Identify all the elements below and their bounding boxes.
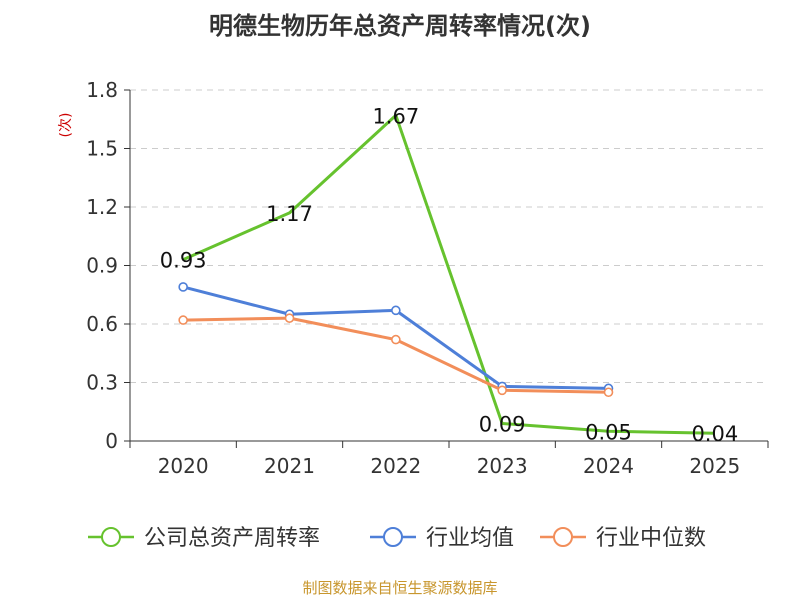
x-tick-label: 2025 xyxy=(689,454,740,478)
x-tick-label: 2020 xyxy=(158,454,209,478)
data-point xyxy=(497,385,507,396)
data-point xyxy=(391,305,401,316)
series-1 xyxy=(182,113,715,435)
legend-item-3: 行业中位数 xyxy=(540,526,706,551)
data-label: 0.09 xyxy=(479,412,526,436)
x-tick-label: 2022 xyxy=(370,454,421,478)
data-label: 0.93 xyxy=(160,249,207,273)
data-label: 0.05 xyxy=(585,420,632,444)
legend-marker xyxy=(553,527,573,547)
y-axis-label: (次) xyxy=(58,113,74,138)
x-tick-label: 2024 xyxy=(583,454,634,478)
legend-marker xyxy=(101,527,121,547)
data-label: 0.04 xyxy=(691,422,738,446)
series-3 xyxy=(178,313,614,398)
y-tick-label: 1.2 xyxy=(86,195,118,219)
series-layer xyxy=(178,113,715,435)
data-point xyxy=(391,334,401,345)
legend-label: 行业中位数 xyxy=(596,526,706,551)
y-tick-label: 0.3 xyxy=(86,371,118,395)
data-point xyxy=(284,313,295,323)
chart-title: 明德生物历年总资产周转率情况(次) xyxy=(209,12,591,40)
source-note: 制图数据来自恒生聚源数据库 xyxy=(302,579,497,597)
series-line xyxy=(183,316,609,394)
data-label: 1.67 xyxy=(372,104,419,128)
legend-label: 公司总资产周转率 xyxy=(144,526,320,551)
data-label: 1.17 xyxy=(266,202,313,226)
y-tick-label: 0.9 xyxy=(86,254,118,278)
series-line xyxy=(182,113,715,435)
legend: 公司总资产周转率 行业均值 行业中位数 xyxy=(88,526,706,551)
y-tick-label: 0.6 xyxy=(86,312,118,336)
legend-marker xyxy=(383,527,403,547)
grid-layer xyxy=(130,89,768,383)
legend-item-2: 行业均值 xyxy=(370,526,514,551)
legend-item-1: 公司总资产周转率 xyxy=(88,526,320,551)
data-point xyxy=(178,282,188,292)
y-tick-label: 1.5 xyxy=(86,137,118,161)
x-tick-label: 2021 xyxy=(264,454,315,478)
x-tick-label: 2023 xyxy=(477,454,528,478)
data-label-layer: 0.93 1.17 1.67 0.09 0.05 0.04 xyxy=(160,104,738,446)
data-point xyxy=(603,387,614,398)
y-tick-label: 0 xyxy=(105,429,118,453)
legend-label: 行业均值 xyxy=(426,526,514,551)
y-tick-label: 1.8 xyxy=(86,78,118,102)
axis-layer: 0 0.3 0.6 0.9 1.2 1.5 1.8 2020 2021 2022 2023 2024 2… xyxy=(86,78,769,478)
data-point xyxy=(178,315,188,325)
